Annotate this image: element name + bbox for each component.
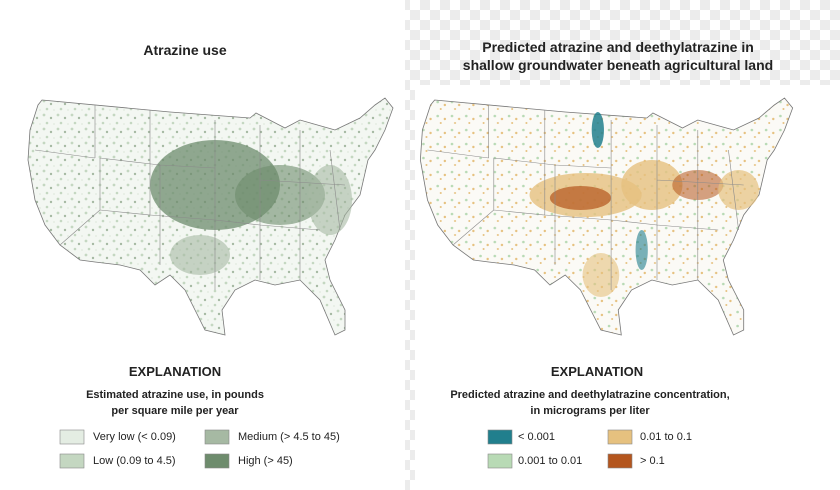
legend-label: 0.001 to 0.01 (518, 455, 582, 467)
legend-label: > 0.1 (640, 455, 665, 467)
legend-swatch (59, 429, 85, 445)
legend-label: < 0.001 (518, 431, 555, 443)
left-title: Atrazine use (143, 42, 226, 58)
legend-label: 0.01 to 0.1 (640, 431, 692, 443)
right-title-line: shallow groundwater beneath agricultural… (463, 57, 773, 73)
legend-heading: EXPLANATION (551, 364, 643, 379)
legend-subtitle: per square mile per year (111, 405, 239, 417)
left-legend: EXPLANATION Estimated atrazine use, in p… (59, 364, 340, 469)
legend-swatch (607, 453, 633, 469)
left-map (27, 97, 394, 336)
legend-swatch (204, 453, 230, 469)
legend-swatch (487, 453, 513, 469)
right-legend: EXPLANATION Predicted atrazine and deeth… (450, 364, 730, 469)
right-map (419, 97, 794, 336)
legend-swatch (204, 429, 230, 445)
legend-subtitle: Predicted atrazine and deethylatrazine c… (450, 389, 729, 401)
legend-subtitle: Estimated atrazine use, in pounds (86, 389, 264, 401)
legend-label: Medium (> 4.5 to 45) (238, 431, 340, 443)
legend-label: Low (0.09 to 4.5) (93, 455, 176, 467)
legend-label: Very low (< 0.09) (93, 431, 176, 443)
right-legend-panel (415, 360, 840, 490)
right-title-line: Predicted atrazine and deethylatrazine i… (482, 39, 754, 55)
legend-subtitle: in micrograms per liter (530, 405, 650, 417)
legend-swatch (607, 429, 633, 445)
legend-heading: EXPLANATION (129, 364, 221, 379)
legend-swatch (487, 429, 513, 445)
legend-swatch (59, 453, 85, 469)
legend-label: High (> 45) (238, 455, 293, 467)
